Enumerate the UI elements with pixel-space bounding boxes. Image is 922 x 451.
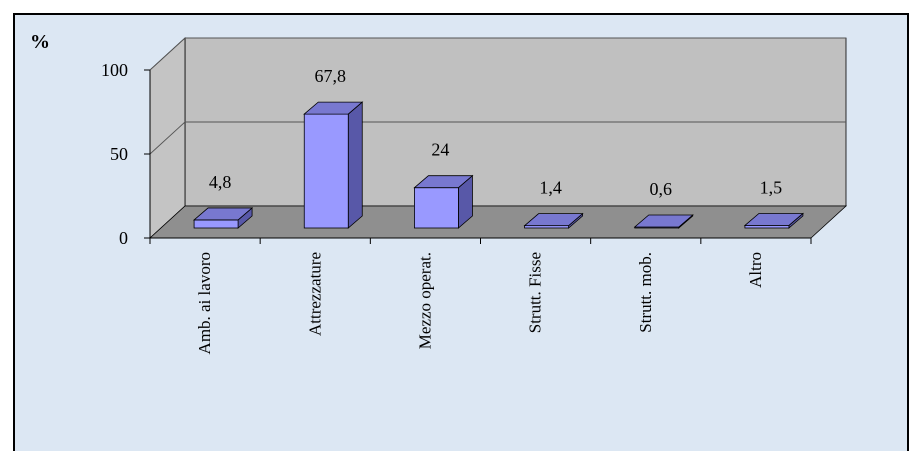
value-label: 0,6 xyxy=(650,179,673,199)
gridline xyxy=(149,121,846,155)
bar xyxy=(523,212,584,229)
category-label: Amb. ai lavoro xyxy=(195,252,214,354)
gridline xyxy=(149,37,846,71)
bar xyxy=(413,174,474,229)
bar-top xyxy=(193,207,254,221)
category-labels: Amb. ai lavoro Attrezzature Mezzo operat. S… xyxy=(195,252,765,354)
bar-top xyxy=(303,101,364,115)
y-tick-label: 0 xyxy=(119,228,128,248)
category-label: Strutt. Fisse xyxy=(526,252,545,333)
bar xyxy=(303,101,364,229)
bar xyxy=(633,214,694,229)
bar-top xyxy=(413,175,474,189)
y-axis-label: % xyxy=(30,31,50,53)
bar-front xyxy=(414,187,459,229)
bar-top xyxy=(743,213,804,226)
value-label: 24 xyxy=(431,140,449,160)
value-label: 4,8 xyxy=(209,172,232,192)
bar-top xyxy=(523,213,584,227)
category-label: Mezzo operat. xyxy=(415,252,434,349)
bar xyxy=(743,212,804,229)
category-label: Strutt. mob. xyxy=(636,252,655,333)
category-label: Attrezzature xyxy=(305,252,324,336)
y-tick-label: 50 xyxy=(110,144,128,164)
y-axis-ticks: 0 50 100 xyxy=(101,60,150,248)
y-tick-label: 100 xyxy=(101,60,128,80)
x-axis-ticks xyxy=(149,238,812,244)
value-label: 1,4 xyxy=(539,178,562,198)
gridlines xyxy=(149,37,846,155)
bars xyxy=(193,101,804,229)
value-label: 67,8 xyxy=(315,66,347,86)
bar-side xyxy=(347,101,363,229)
value-label: 1,5 xyxy=(760,177,783,197)
bar xyxy=(193,207,254,229)
bar-top xyxy=(633,214,694,228)
bar-front xyxy=(303,113,349,229)
value-labels: 4,8 67,8 24 1,4 0,6 1,5 xyxy=(209,66,782,199)
bar-front xyxy=(193,219,239,229)
chart-floor xyxy=(148,205,848,239)
category-label: Altro xyxy=(746,252,765,288)
